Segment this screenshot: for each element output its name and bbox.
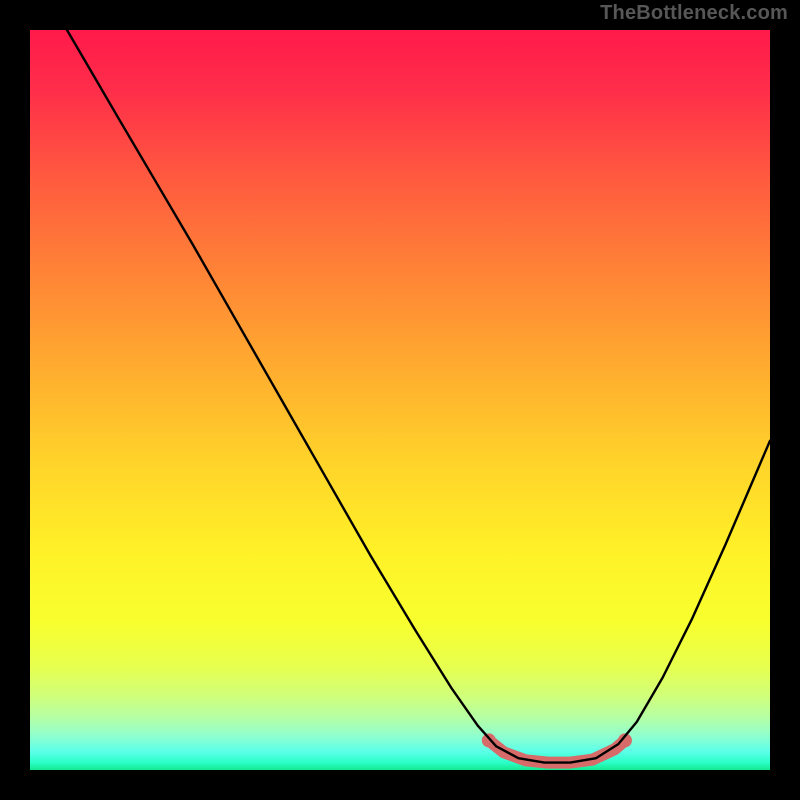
- plot-svg: [30, 30, 770, 770]
- chart-frame: TheBottleneck.com: [0, 0, 800, 800]
- plot-area: [30, 30, 770, 770]
- gradient-background: [30, 30, 770, 770]
- attribution-label: TheBottleneck.com: [600, 2, 788, 25]
